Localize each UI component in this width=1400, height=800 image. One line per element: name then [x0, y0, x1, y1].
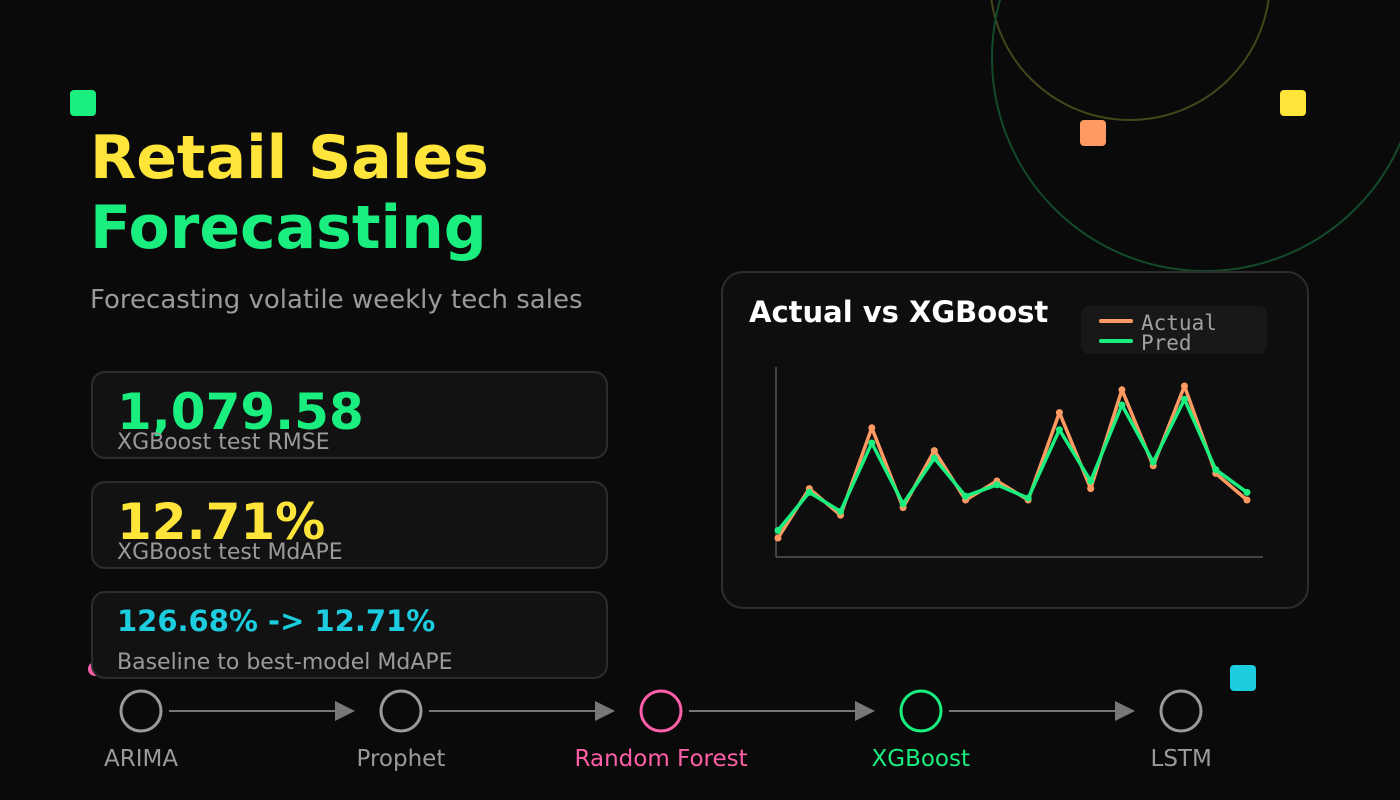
data-point-actual — [930, 447, 938, 455]
chart-card: Actual vs XGBoost Actual Pred — [721, 271, 1309, 609]
pipeline-label-arima: ARIMA — [104, 746, 179, 772]
stat-value-rmse: 1,079.58 — [117, 383, 364, 441]
stat-value-improvement: 126.68% -> 12.71% — [117, 604, 436, 638]
legend-label-actual: Actual — [1141, 311, 1217, 335]
data-point-pred — [805, 488, 813, 496]
data-point-pred — [1087, 477, 1095, 485]
data-point-actual — [1087, 485, 1095, 493]
pipeline-node-lstm — [1159, 689, 1203, 733]
page-title-line-1: Retail Sales — [90, 123, 489, 193]
data-point-pred — [868, 439, 876, 447]
data-point-pred — [774, 526, 782, 534]
line-chart — [774, 367, 1263, 558]
decorative-square-yellow — [1280, 90, 1306, 116]
legend-swatch-actual — [1099, 319, 1133, 323]
data-point-pred — [993, 481, 1001, 489]
data-point-actual — [1243, 496, 1251, 504]
decorative-square-green — [70, 90, 96, 116]
stat-card-rmse: 1,079.58 XGBoost test RMSE — [91, 371, 608, 459]
data-point-pred — [1243, 488, 1251, 496]
data-point-pred — [962, 492, 970, 500]
pipeline-node-prophet — [379, 689, 423, 733]
data-point-actual — [1180, 382, 1188, 390]
stat-label-mdape: XGBoost test MdAPE — [117, 540, 343, 565]
data-point-actual — [868, 424, 876, 432]
pipeline-label-random-forest: Random Forest — [574, 746, 748, 772]
data-point-pred — [1149, 458, 1157, 466]
data-point-pred — [837, 507, 845, 515]
data-point-actual — [1055, 409, 1063, 417]
data-point-pred — [1180, 395, 1188, 403]
data-point-pred — [899, 500, 907, 508]
stat-card-improvement: 126.68% -> 12.71% Baseline to best-model… — [91, 591, 608, 679]
pipeline-label-prophet: Prophet — [356, 746, 446, 772]
pipeline-label-xgboost: XGBoost — [871, 746, 971, 772]
pipeline-node-xgboost — [899, 689, 943, 733]
stat-label-rmse: XGBoost test RMSE — [117, 430, 330, 455]
series-line-pred — [776, 397, 1249, 532]
data-point-pred — [1212, 466, 1220, 474]
pipeline-node-random-forest — [639, 689, 683, 733]
pipeline-node-arima — [119, 689, 163, 733]
data-point-actual — [774, 534, 782, 542]
data-point-pred — [930, 454, 938, 462]
chart-title: Actual vs XGBoost — [749, 295, 1049, 329]
data-point-pred — [1055, 426, 1063, 434]
decorative-square-orange — [1080, 120, 1106, 146]
pipeline-label-lstm: LSTM — [1150, 746, 1212, 772]
legend-label-pred: Pred — [1141, 331, 1192, 355]
series-line-actual — [776, 384, 1249, 539]
stat-card-mdape: 12.71% XGBoost test MdAPE — [91, 481, 608, 569]
decorative-square-cyan — [1230, 665, 1256, 691]
stat-value-mdape: 12.71% — [117, 493, 326, 551]
data-point-pred — [1024, 494, 1032, 502]
page-subtitle: Forecasting volatile weekly tech sales — [90, 285, 583, 315]
stat-label-improvement: Baseline to best-model MdAPE — [117, 650, 453, 675]
model-pipeline — [119, 689, 1203, 733]
legend-swatch-pred — [1099, 339, 1133, 343]
data-point-actual — [1118, 386, 1126, 394]
chart-legend: Actual Pred — [1081, 306, 1267, 354]
page-title-line-2: Forecasting — [90, 193, 487, 263]
data-point-pred — [1118, 401, 1126, 409]
